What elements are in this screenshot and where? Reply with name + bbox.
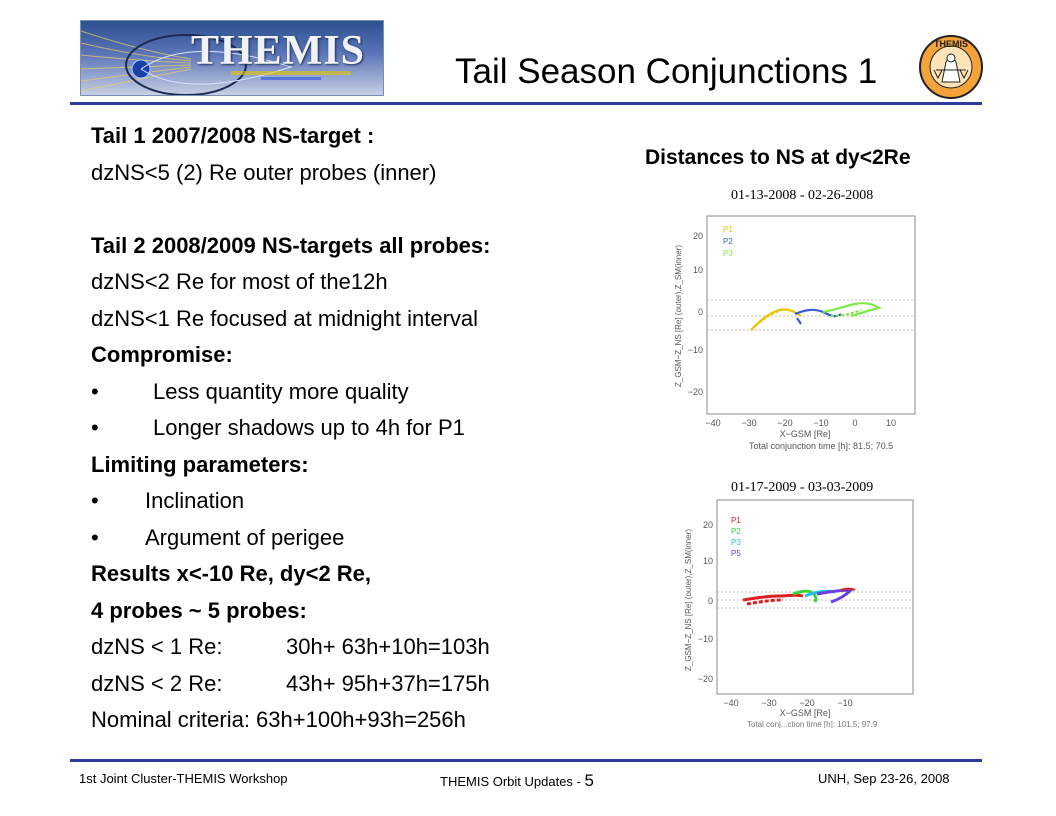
themis-seal-icon: THEMIS [919, 35, 983, 99]
plot1-footer: Total conjunction time [h]: 81.5; 70.5 [749, 441, 893, 451]
bullet-icon: • [91, 524, 99, 550]
plot1-legend-item: P2 [723, 237, 733, 246]
plot2-ytick: 0 [708, 596, 713, 606]
plot1-frame [706, 215, 916, 415]
bullet-text: Less quantity more quality [153, 378, 409, 404]
plot2-legend-item: P5 [731, 549, 741, 558]
plot1-xtick: 0 [852, 418, 857, 428]
plot1-xtick: −10 [813, 418, 828, 428]
plot1-ytick: 20 [693, 231, 703, 241]
magnetosphere-graphic [81, 30, 351, 95]
bullet-text: Inclination [145, 488, 245, 513]
plot1-trace-p3 [822, 302, 882, 318]
plot1-ns-lines [707, 299, 915, 331]
bullet-icon: • [91, 378, 99, 404]
plot2-figure: 20 10 0 −10 −20 −40 −30 −20 −10 X−GSM [R… [665, 496, 925, 728]
result-value: 30h+ 63h+10h=103h [286, 634, 490, 659]
plot2-legend: P1 P2 P3 P5 [731, 516, 741, 558]
plot2-ytick: −10 [698, 634, 713, 644]
plot2-trace-p1 [840, 587, 856, 591]
plot1-xtick: −30 [741, 418, 756, 428]
plot2-xtick: −40 [723, 698, 738, 708]
plot1-ytick: 10 [693, 265, 703, 275]
plot2-footer: Total conj...ction time [h]: 101.5; 97.9 [747, 720, 878, 728]
plot1-xtick: 10 [886, 418, 896, 428]
plot1-trace-p3 [830, 308, 862, 318]
limiting-heading: Limiting parameters: [91, 451, 309, 477]
tail1-detail: dzNS<5 (2) Re outer probes (inner) [91, 159, 437, 185]
result-row-2: dzNS < 2 Re: 43h+ 95h+37h=175h [91, 666, 611, 703]
nominal-criteria: Nominal criteria: 63h+100h+93h=256h [91, 707, 466, 732]
spacer [91, 191, 611, 228]
bullet-item: • Less quantity more quality [91, 374, 611, 411]
result-label: dzNS < 2 Re: [91, 670, 223, 696]
plot2-trace-p1 [746, 598, 784, 606]
plot2-frame [716, 499, 914, 695]
result-value: 43h+ 95h+37h=175h [286, 670, 490, 696]
bullet-item: • Inclination [91, 483, 611, 520]
tail2-detail-2: dzNS<1 Re focused at midnight interval [91, 305, 479, 331]
bullet-text: Longer shadows up to 4h for P1 [153, 415, 465, 440]
plot1-xlabel: X−GSM [Re] [780, 429, 831, 439]
plot1-traces [750, 302, 882, 331]
plot2-ylabel: Z_GSM−Z_NS [Re] (outer),Z_SM(inner) [684, 529, 693, 671]
plot2-legend-item: P3 [731, 538, 741, 547]
bullet-item: • Argument of perigee [91, 520, 611, 557]
plot2-xlabel: X−GSM [Re] [780, 708, 831, 718]
plot1-trace-p2 [796, 317, 802, 325]
plot1-legend: P1 P2 P3 [723, 225, 733, 258]
plot2-trace-p2 [792, 589, 818, 603]
plot1-legend-item: P3 [723, 249, 733, 258]
plot1-xtick: −20 [777, 418, 792, 428]
bullet-icon: • [91, 488, 99, 513]
plot1-date-caption: 01-13-2008 - 02-26-2008 [731, 188, 874, 203]
bullet-text: Argument of perigee [145, 524, 345, 550]
right-title: Distances to NS at dy<2Re [645, 146, 911, 169]
tail1-heading: Tail 1 2007/2008 NS-target : [91, 123, 375, 148]
plot2-xtick: −20 [799, 698, 814, 708]
result-label: dzNS < 1 Re: [91, 634, 223, 659]
plot2-ytick: 10 [703, 556, 713, 566]
plot1-ylabel: Z_GSM−Z_NS [Re] (outer),Z_SM(inner) [674, 245, 683, 387]
plot2-xtick: −30 [761, 698, 776, 708]
plot1-ytick: 0 [698, 307, 703, 317]
page-number: 5 [584, 771, 594, 790]
plot1-ytick: −20 [688, 387, 703, 397]
bullet-item: • Longer shadows up to 4h for P1 [91, 410, 611, 447]
probes-heading: 4 probes ~ 5 probes: [91, 597, 307, 623]
results-heading: Results x<-10 Re, dy<2 Re, [91, 561, 372, 586]
plot1-ytick: −10 [688, 345, 703, 355]
result-row-1: dzNS < 1 Re: 30h+ 63h+10h=103h [91, 629, 611, 666]
plot2-xtick: −10 [837, 698, 852, 708]
plot1-xtick: −40 [705, 418, 720, 428]
plot2-ytick: 20 [703, 520, 713, 530]
footer-right: UNH, Sep 23-26, 2008 [818, 771, 950, 786]
bullet-icon: • [91, 415, 99, 440]
plot2-legend-item: P1 [731, 516, 741, 525]
compromise-heading: Compromise: [91, 342, 233, 367]
header-rule [70, 102, 982, 105]
seal-text: THEMIS [934, 39, 968, 49]
plot2-date-caption: 01-17-2009 - 03-03-2009 [731, 480, 874, 495]
plot1-legend-item: P1 [723, 225, 733, 234]
footer-rule [70, 759, 982, 762]
plot2-trace-p1 [742, 593, 804, 602]
footer-center: THEMIS Orbit Updates - 5 [440, 771, 594, 791]
plot1-trace-p1 [754, 307, 786, 327]
plot2-ytick: −20 [698, 674, 713, 684]
plot1-figure: 20 10 0 −10 −20 −40 −30 −20 −10 0 10 X−G… [655, 206, 923, 454]
themis-logo: THEMIS [80, 20, 384, 96]
footer-center-text: THEMIS Orbit Updates - [440, 774, 585, 789]
plot2-legend-item: P2 [731, 527, 741, 536]
tail2-heading: Tail 2 2008/2009 NS-targets all probes: [91, 232, 491, 258]
tail2-detail-1: dzNS<2 Re for most of the12h [91, 269, 388, 294]
body-text: Tail 1 2007/2008 NS-target : dzNS<5 (2) … [91, 118, 611, 739]
slide-title: Tail Season Conjunctions 1 [455, 52, 878, 91]
plot2-trace-p5 [816, 588, 855, 604]
footer-left: 1st Joint Cluster-THEMIS Workshop [79, 771, 288, 786]
plot2-traces [742, 587, 856, 606]
logo-wordmark: THEMIS [191, 28, 366, 74]
